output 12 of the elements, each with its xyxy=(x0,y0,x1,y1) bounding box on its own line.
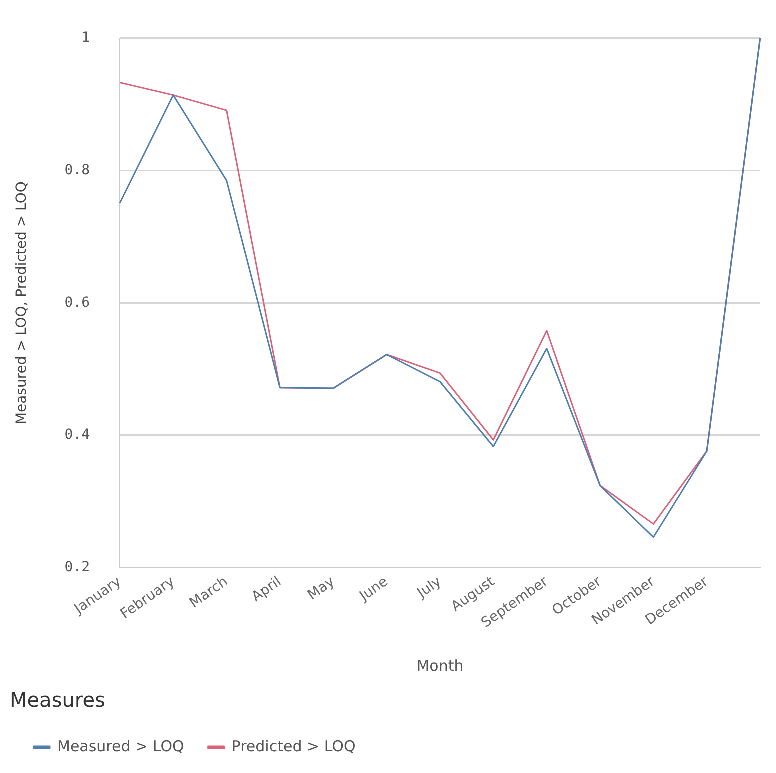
y-tick-label: 0.6 xyxy=(64,294,90,311)
y-tick-label: 0.4 xyxy=(64,427,90,444)
x-tick-label: July xyxy=(414,574,445,602)
legend-label: Measured > LOQ xyxy=(58,737,184,756)
x-tick-label: May xyxy=(305,574,338,604)
y-tick-label: 0.8 xyxy=(64,162,90,178)
y-axis-title: Measured > LOQ, Predicted > LOQ xyxy=(14,182,30,425)
legend-label: Predicted > LOQ xyxy=(232,737,356,756)
y-tick-label: 1 xyxy=(82,30,90,46)
x-axis-title: Month xyxy=(416,656,464,675)
legend-title: Measures xyxy=(10,688,106,712)
y-tick-label: 0.2 xyxy=(64,559,90,576)
